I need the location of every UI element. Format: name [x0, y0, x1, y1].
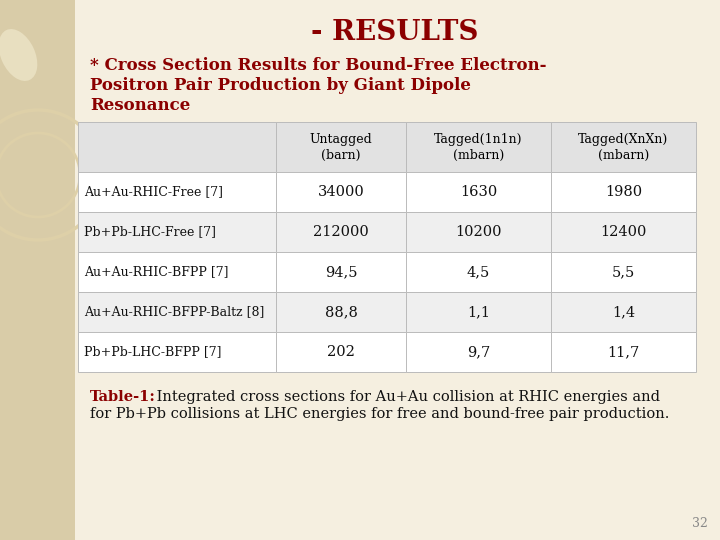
Text: 11,7: 11,7	[608, 345, 639, 359]
Text: 94,5: 94,5	[325, 265, 357, 279]
Text: 4,5: 4,5	[467, 265, 490, 279]
Bar	[551, 212, 696, 252]
Bar	[78, 172, 276, 212]
Bar	[78, 292, 276, 332]
Text: 9,7: 9,7	[467, 345, 490, 359]
Text: Pb+Pb-LHC-BFPP [7]: Pb+Pb-LHC-BFPP [7]	[84, 346, 222, 359]
Bar	[406, 292, 551, 332]
Bar	[406, 122, 551, 172]
Text: Au+Au-RHIC-BFPP-Baltz [8]: Au+Au-RHIC-BFPP-Baltz [8]	[84, 306, 264, 319]
Bar	[276, 252, 406, 292]
Text: Tagged(XnXn)
(mbarn): Tagged(XnXn) (mbarn)	[578, 132, 669, 161]
Bar	[551, 292, 696, 332]
Bar	[78, 332, 276, 372]
Text: 32: 32	[692, 517, 708, 530]
Text: Positron Pair Production by Giant Dipole: Positron Pair Production by Giant Dipole	[90, 77, 471, 93]
Bar	[551, 122, 696, 172]
Bar	[276, 172, 406, 212]
Text: Integrated cross sections for Au+Au collision at RHIC energies and: Integrated cross sections for Au+Au coll…	[152, 390, 660, 404]
Text: Tagged(1n1n)
(mbarn): Tagged(1n1n) (mbarn)	[434, 132, 523, 161]
Text: Pb+Pb-LHC-Free [7]: Pb+Pb-LHC-Free [7]	[84, 226, 216, 239]
Bar	[406, 332, 551, 372]
Text: 12400: 12400	[600, 225, 647, 239]
Bar	[551, 252, 696, 292]
Bar	[78, 252, 276, 292]
Text: Au+Au-RHIC-Free [7]: Au+Au-RHIC-Free [7]	[84, 186, 223, 199]
Text: Table-1:: Table-1:	[90, 390, 156, 404]
Text: 5,5: 5,5	[612, 265, 635, 279]
Bar	[276, 122, 406, 172]
Text: 202: 202	[327, 345, 355, 359]
Text: 1,4: 1,4	[612, 305, 635, 319]
Text: 10200: 10200	[455, 225, 502, 239]
Text: 1,1: 1,1	[467, 305, 490, 319]
Text: for Pb+Pb collisions at LHC energies for free and bound-free pair production.: for Pb+Pb collisions at LHC energies for…	[90, 407, 670, 421]
Bar	[276, 332, 406, 372]
Bar	[78, 122, 276, 172]
Text: Au+Au-RHIC-BFPP [7]: Au+Au-RHIC-BFPP [7]	[84, 266, 228, 279]
Text: 34000: 34000	[318, 185, 364, 199]
Text: * Cross Section Results for Bound-Free Electron-: * Cross Section Results for Bound-Free E…	[90, 57, 546, 73]
Bar	[406, 252, 551, 292]
Bar	[406, 172, 551, 212]
Bar	[406, 212, 551, 252]
Text: - RESULTS: - RESULTS	[311, 18, 479, 45]
Text: 1630: 1630	[460, 185, 497, 199]
Text: Resonance: Resonance	[90, 97, 190, 113]
Bar	[276, 212, 406, 252]
Text: 212000: 212000	[313, 225, 369, 239]
Bar	[551, 172, 696, 212]
Bar	[78, 212, 276, 252]
Bar	[0, 0, 75, 540]
Text: Untagged
(barn): Untagged (barn)	[310, 132, 372, 161]
Bar	[551, 332, 696, 372]
Bar	[276, 292, 406, 332]
Text: 88,8: 88,8	[325, 305, 357, 319]
Text: 1980: 1980	[605, 185, 642, 199]
Ellipse shape	[0, 29, 37, 81]
